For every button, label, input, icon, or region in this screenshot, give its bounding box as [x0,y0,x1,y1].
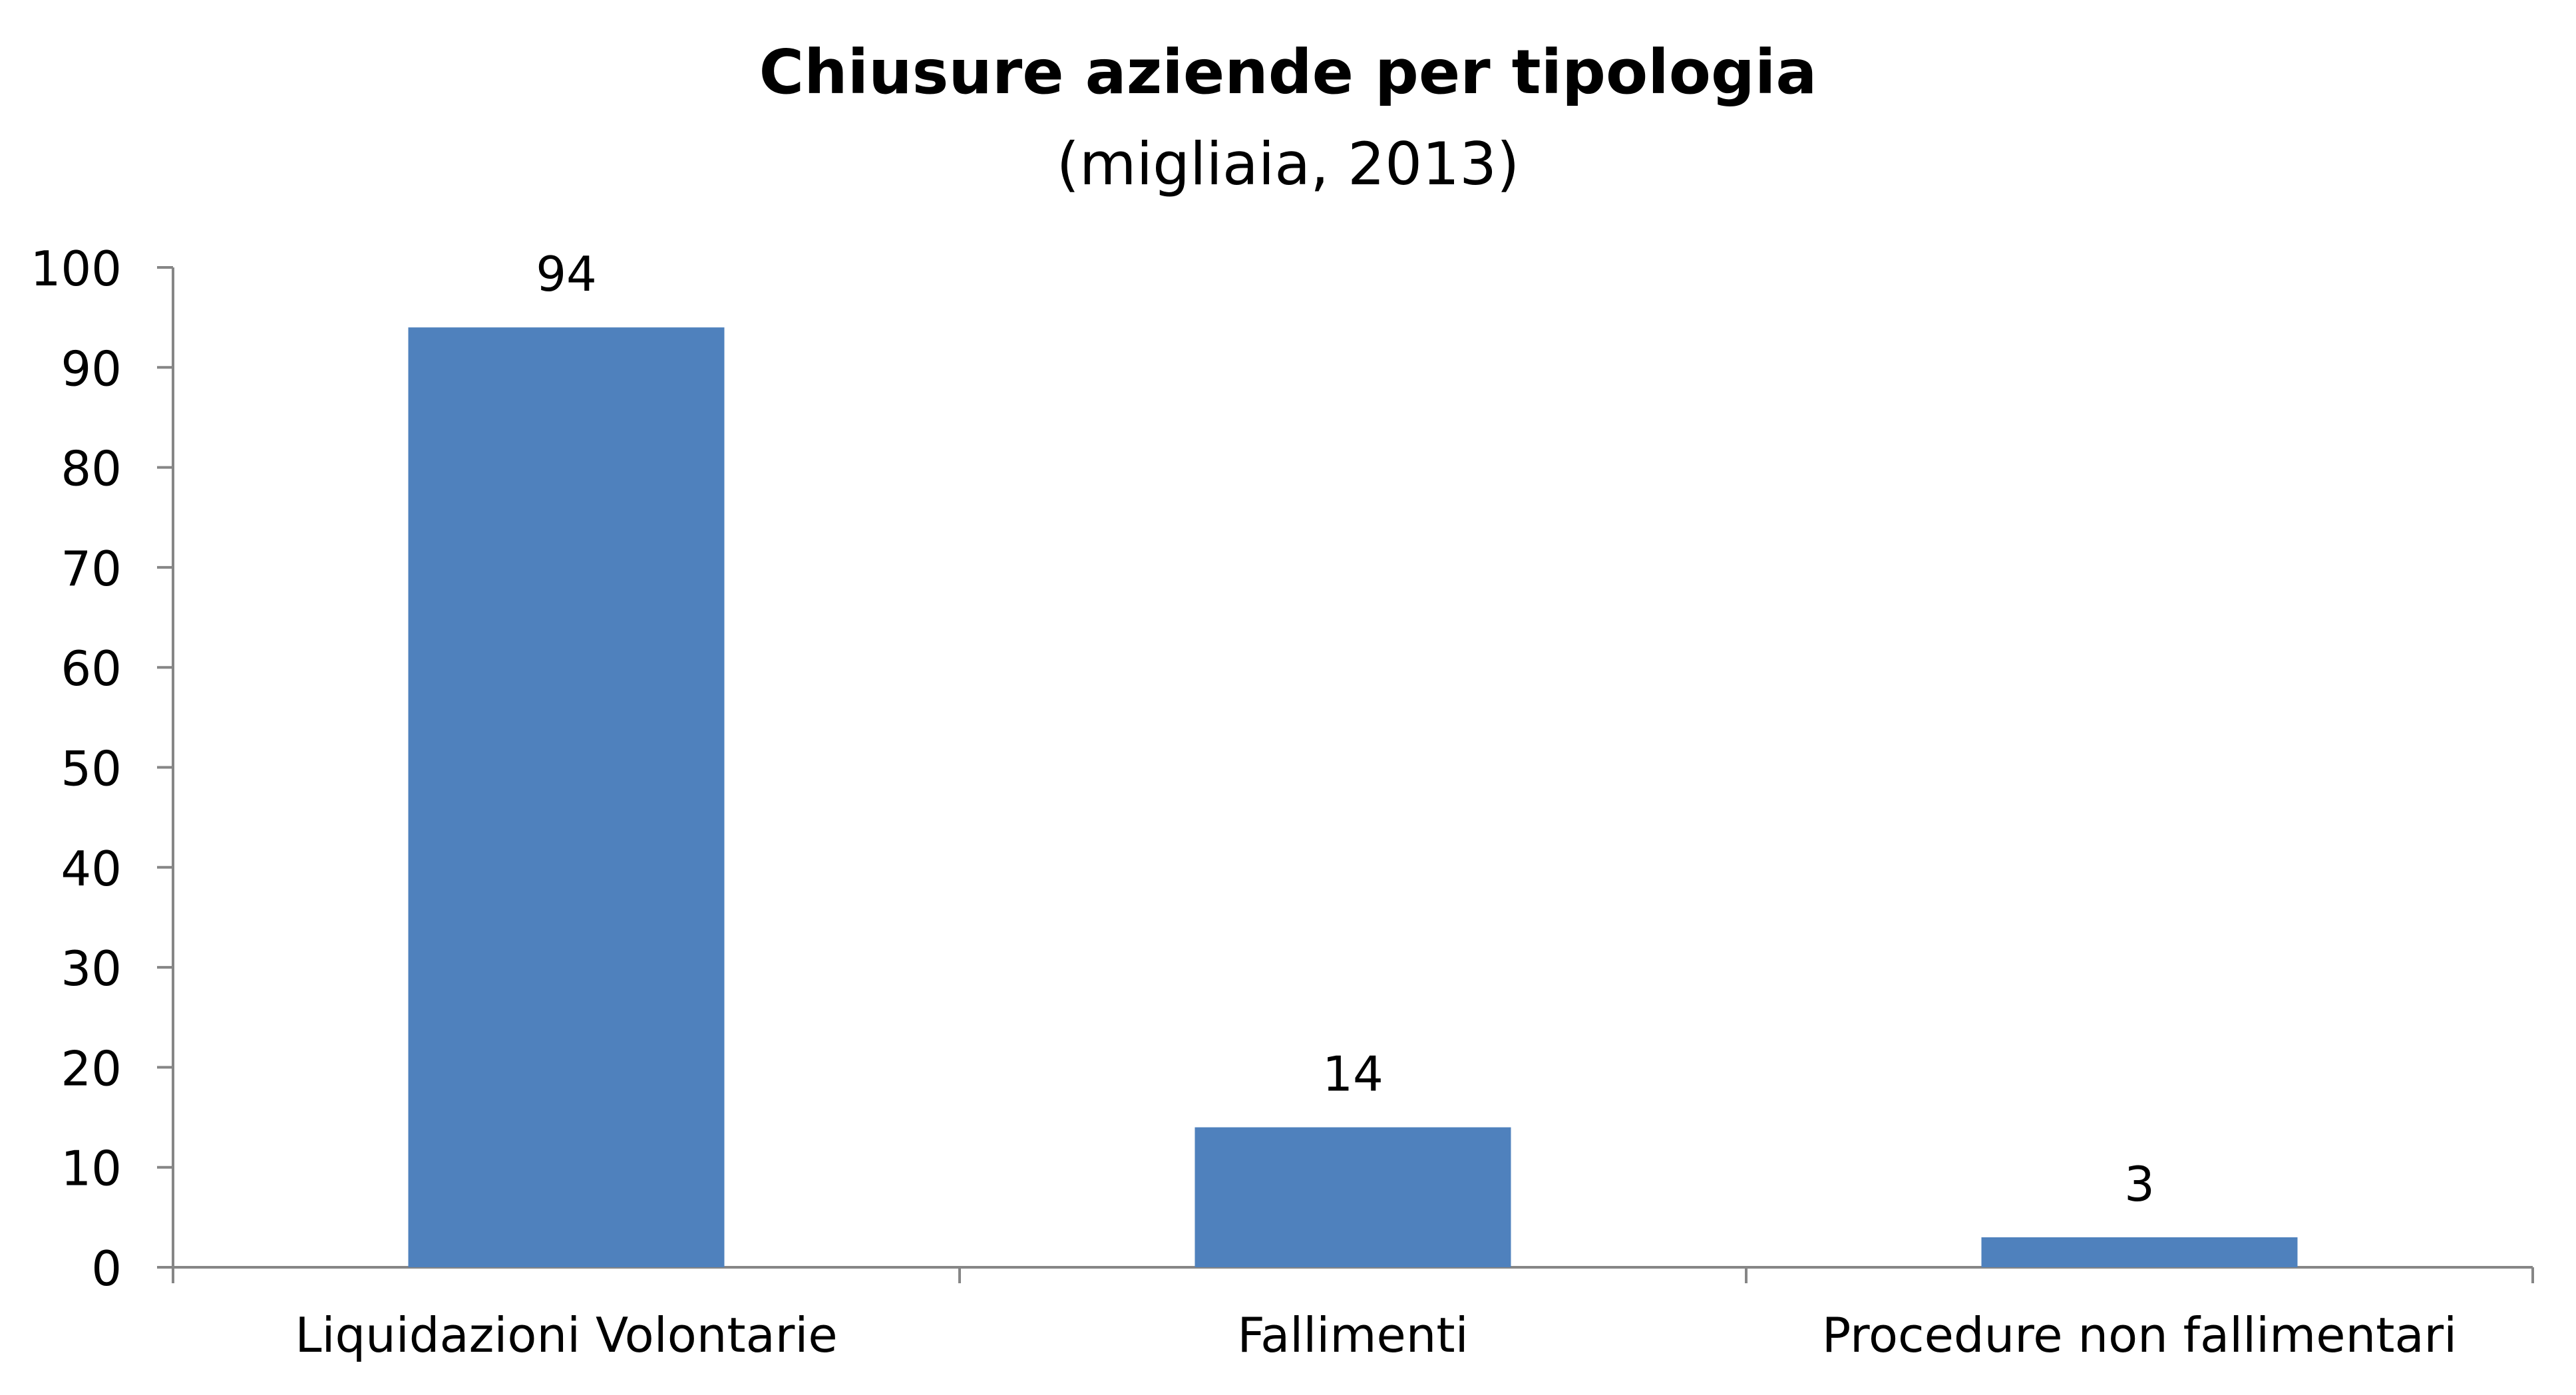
data-label: 94 [536,246,597,302]
data-label: 3 [2124,1156,2155,1212]
bar [1981,1237,2298,1267]
chart-title: Chiusure aziende per tipologia [759,37,1817,108]
y-tick-label: 80 [61,441,122,497]
bar [1195,1127,1511,1267]
y-tick-label: 10 [61,1141,122,1197]
y-tick-label: 40 [61,841,122,897]
y-tick-label: 50 [61,741,122,797]
x-tick-label: Procedure non fallimentari [1822,1307,2457,1363]
bar [408,327,725,1268]
y-tick-label: 60 [61,641,122,697]
y-tick-label: 100 [31,241,122,297]
x-tick-label: Fallimenti [1237,1307,1468,1363]
chart-subtitle: (migliaia, 2013) [1056,130,1520,198]
y-tick-label: 0 [91,1241,122,1297]
y-tick-label: 20 [61,1040,122,1096]
y-tick-label: 70 [61,541,122,597]
data-label: 14 [1322,1046,1383,1102]
y-tick-label: 90 [61,341,122,396]
x-tick-label: Liquidazioni Volontarie [295,1307,837,1363]
y-tick-label: 30 [61,941,122,997]
